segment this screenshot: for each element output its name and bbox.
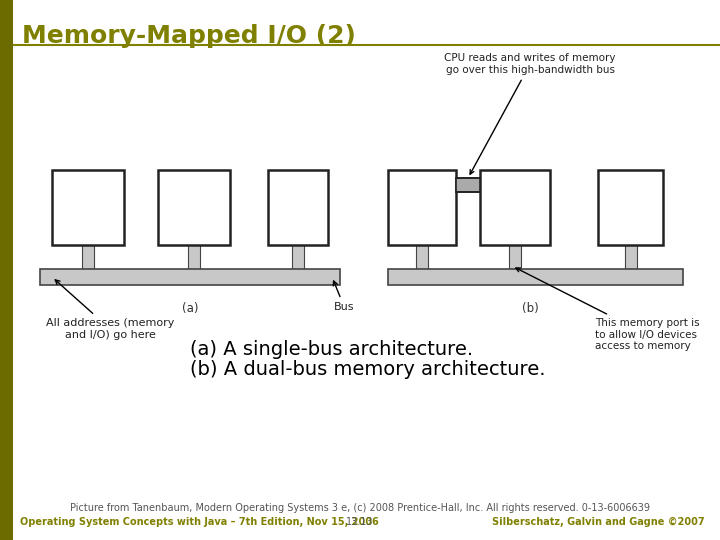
Bar (82, 245, 94, 269)
Text: (a) A single-bus architecture.: (a) A single-bus architecture. (190, 340, 473, 359)
Bar (480, 170, 550, 245)
Text: Silberschatz, Galvin and Gagne ©2007: Silberschatz, Galvin and Gagne ©2007 (492, 517, 705, 527)
Bar (509, 245, 521, 269)
Text: (b): (b) (521, 302, 539, 315)
Text: Memory-Mapped I/O (2): Memory-Mapped I/O (2) (22, 24, 356, 48)
Bar (52, 170, 124, 245)
Text: Bus: Bus (333, 281, 354, 312)
Text: I/O: I/O (289, 201, 307, 214)
Text: (b) A dual-bus memory architecture.: (b) A dual-bus memory architecture. (190, 360, 546, 379)
Text: This memory port is
to allow I/O devices
access to memory: This memory port is to allow I/O devices… (516, 268, 700, 351)
Bar (456, 178, 480, 192)
Bar (624, 245, 636, 269)
Bar (416, 245, 428, 269)
Bar (292, 245, 304, 269)
Bar (388, 269, 683, 285)
Text: I/O: I/O (621, 201, 639, 214)
Text: CPU: CPU (409, 201, 435, 214)
Text: (a): (a) (181, 302, 198, 315)
Text: Memory: Memory (491, 201, 539, 214)
Bar (388, 170, 456, 245)
Text: CPU: CPU (76, 201, 101, 214)
Bar (598, 170, 663, 245)
Text: Picture from Tanenbaum, Modern Operating Systems 3 e, (c) 2008 Prentice-Hall, In: Picture from Tanenbaum, Modern Operating… (70, 503, 650, 513)
Text: Operating System Concepts with Java – 7th Edition, Nov 15, 2006: Operating System Concepts with Java – 7t… (20, 517, 379, 527)
Bar (268, 170, 328, 245)
Text: Memory: Memory (170, 201, 218, 214)
Bar (158, 170, 230, 245)
Text: All addresses (memory
and I/O) go here: All addresses (memory and I/O) go here (46, 280, 174, 340)
Text: CPU reads and writes of memory
go over this high-bandwidth bus: CPU reads and writes of memory go over t… (444, 53, 616, 174)
Text: 13.13: 13.13 (346, 517, 374, 527)
Bar (188, 245, 200, 269)
Bar (0, 0, 13, 540)
Bar (40, 269, 340, 285)
